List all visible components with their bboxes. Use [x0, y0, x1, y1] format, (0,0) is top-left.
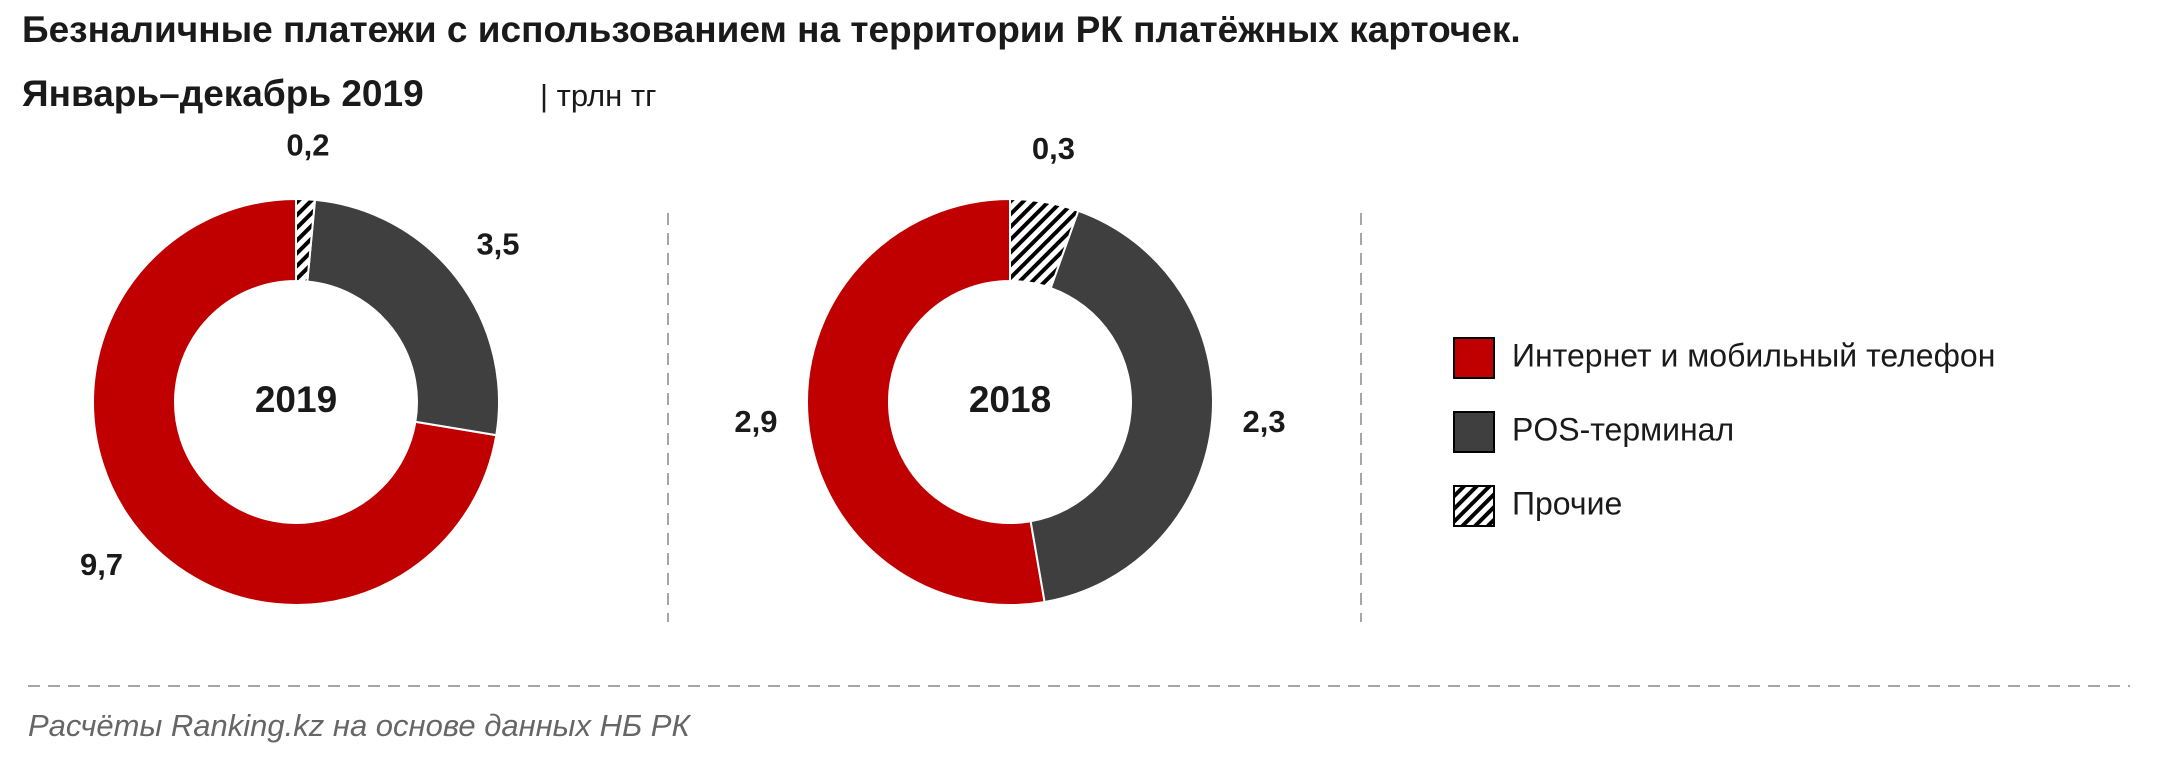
legend-label: Интернет и мобильный телефон — [1512, 337, 1995, 373]
source-note: Расчёты Ranking.kz на основе данных НБ Р… — [28, 708, 691, 743]
donut-segment — [806, 197, 1046, 606]
legend-swatch — [1453, 411, 1495, 453]
donut-segment — [92, 197, 498, 606]
donut-segment — [306, 198, 500, 437]
value-label: 2,3 — [1243, 404, 1286, 439]
legend-label: Прочие — [1512, 485, 1622, 521]
legend-label: POS-терминал — [1512, 411, 1734, 447]
chart-subtitle: Январь–декабрь 2019 — [22, 73, 424, 114]
center-label: 2018 — [969, 379, 1051, 420]
legend-swatch — [1453, 337, 1495, 379]
value-label: 0,3 — [1032, 131, 1075, 166]
chart-title: Безналичные платежи с использованием на … — [22, 9, 1521, 50]
value-label: 2,9 — [734, 404, 777, 439]
donut-segment — [1029, 209, 1215, 604]
value-label: 0,2 — [286, 127, 329, 162]
legend-swatch — [1453, 485, 1495, 527]
center-label: 2019 — [255, 379, 337, 420]
value-label: 3,5 — [476, 227, 519, 262]
donut-segment — [1009, 197, 1080, 290]
value-label: 9,7 — [80, 547, 123, 582]
donut-segment — [295, 197, 317, 283]
unit-label: | трлн тг — [540, 78, 656, 113]
